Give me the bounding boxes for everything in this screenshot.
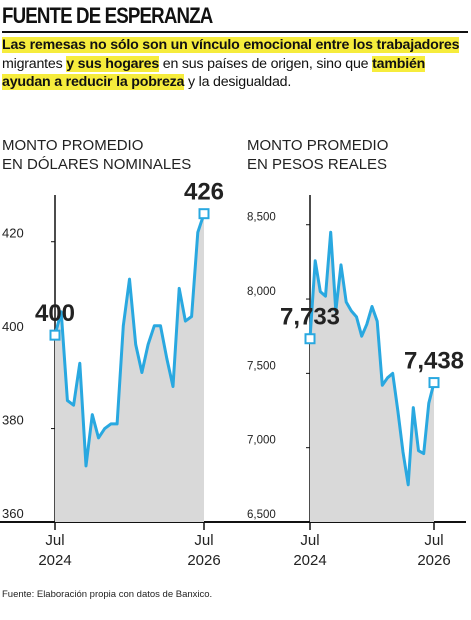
area (310, 232, 434, 522)
header: FUENTE DE ESPERANZA Las remesas no sólo … (2, 0, 468, 92)
x-tick-label: 2026 (187, 552, 220, 569)
subtitle-segment: migrantes (2, 55, 67, 72)
marker (428, 377, 440, 389)
y-tick-label: 6,500 (247, 509, 276, 521)
value-label: 400 (35, 300, 75, 327)
axis-title: EN DÓLARES NOMINALES (2, 156, 191, 173)
y-tick-label: 400 (2, 319, 24, 334)
axis-title: MONTO PROMEDIO (247, 137, 388, 154)
y-tick-label: 360 (2, 506, 24, 521)
value-label: 426 (184, 179, 224, 206)
marker (198, 208, 210, 220)
line (308, 230, 436, 487)
subtitle-segment: en sus países de origen, sino que (159, 55, 373, 72)
y-tick-label: 7,000 (247, 435, 276, 447)
x-tick-label: Jul (194, 532, 213, 549)
area (55, 213, 204, 522)
value-label: 7,438 (404, 348, 464, 375)
x-tick-label: 2024 (293, 552, 326, 569)
x-tick-label: Jul (300, 532, 319, 549)
subtitle-segment: Las remesas no sólo son un vínculo emoci… (2, 37, 460, 53)
y-tick-label: 8,000 (247, 286, 276, 298)
value-label: 7,733 (280, 304, 340, 331)
marker (49, 329, 61, 341)
page-title: FUENTE DE ESPERANZA (2, 3, 213, 28)
axis-title: MONTO PROMEDIO (2, 137, 143, 154)
source: Fuente: Elaboración propia con datos de … (2, 589, 212, 600)
marker (304, 333, 316, 345)
axis-title: EN PESOS REALES (247, 156, 387, 173)
x-tick-label: Jul (45, 532, 64, 549)
y-tick-label: 8,500 (247, 212, 276, 224)
subtitle: Las remesas no sólo son un vínculo emoci… (2, 36, 468, 92)
x-tick-label: Jul (424, 532, 443, 549)
y-tick-label: 420 (2, 226, 24, 241)
title-rule (2, 31, 468, 33)
x-tick-label: 2024 (38, 552, 71, 569)
y-tick-label: 7,500 (247, 360, 276, 372)
subtitle-segment: y sus hogares (66, 55, 160, 72)
line (53, 213, 206, 468)
x-tick-label: 2026 (417, 552, 450, 569)
y-tick-label: 380 (2, 413, 24, 428)
subtitle-segment: y la desigualdad. (184, 74, 292, 90)
